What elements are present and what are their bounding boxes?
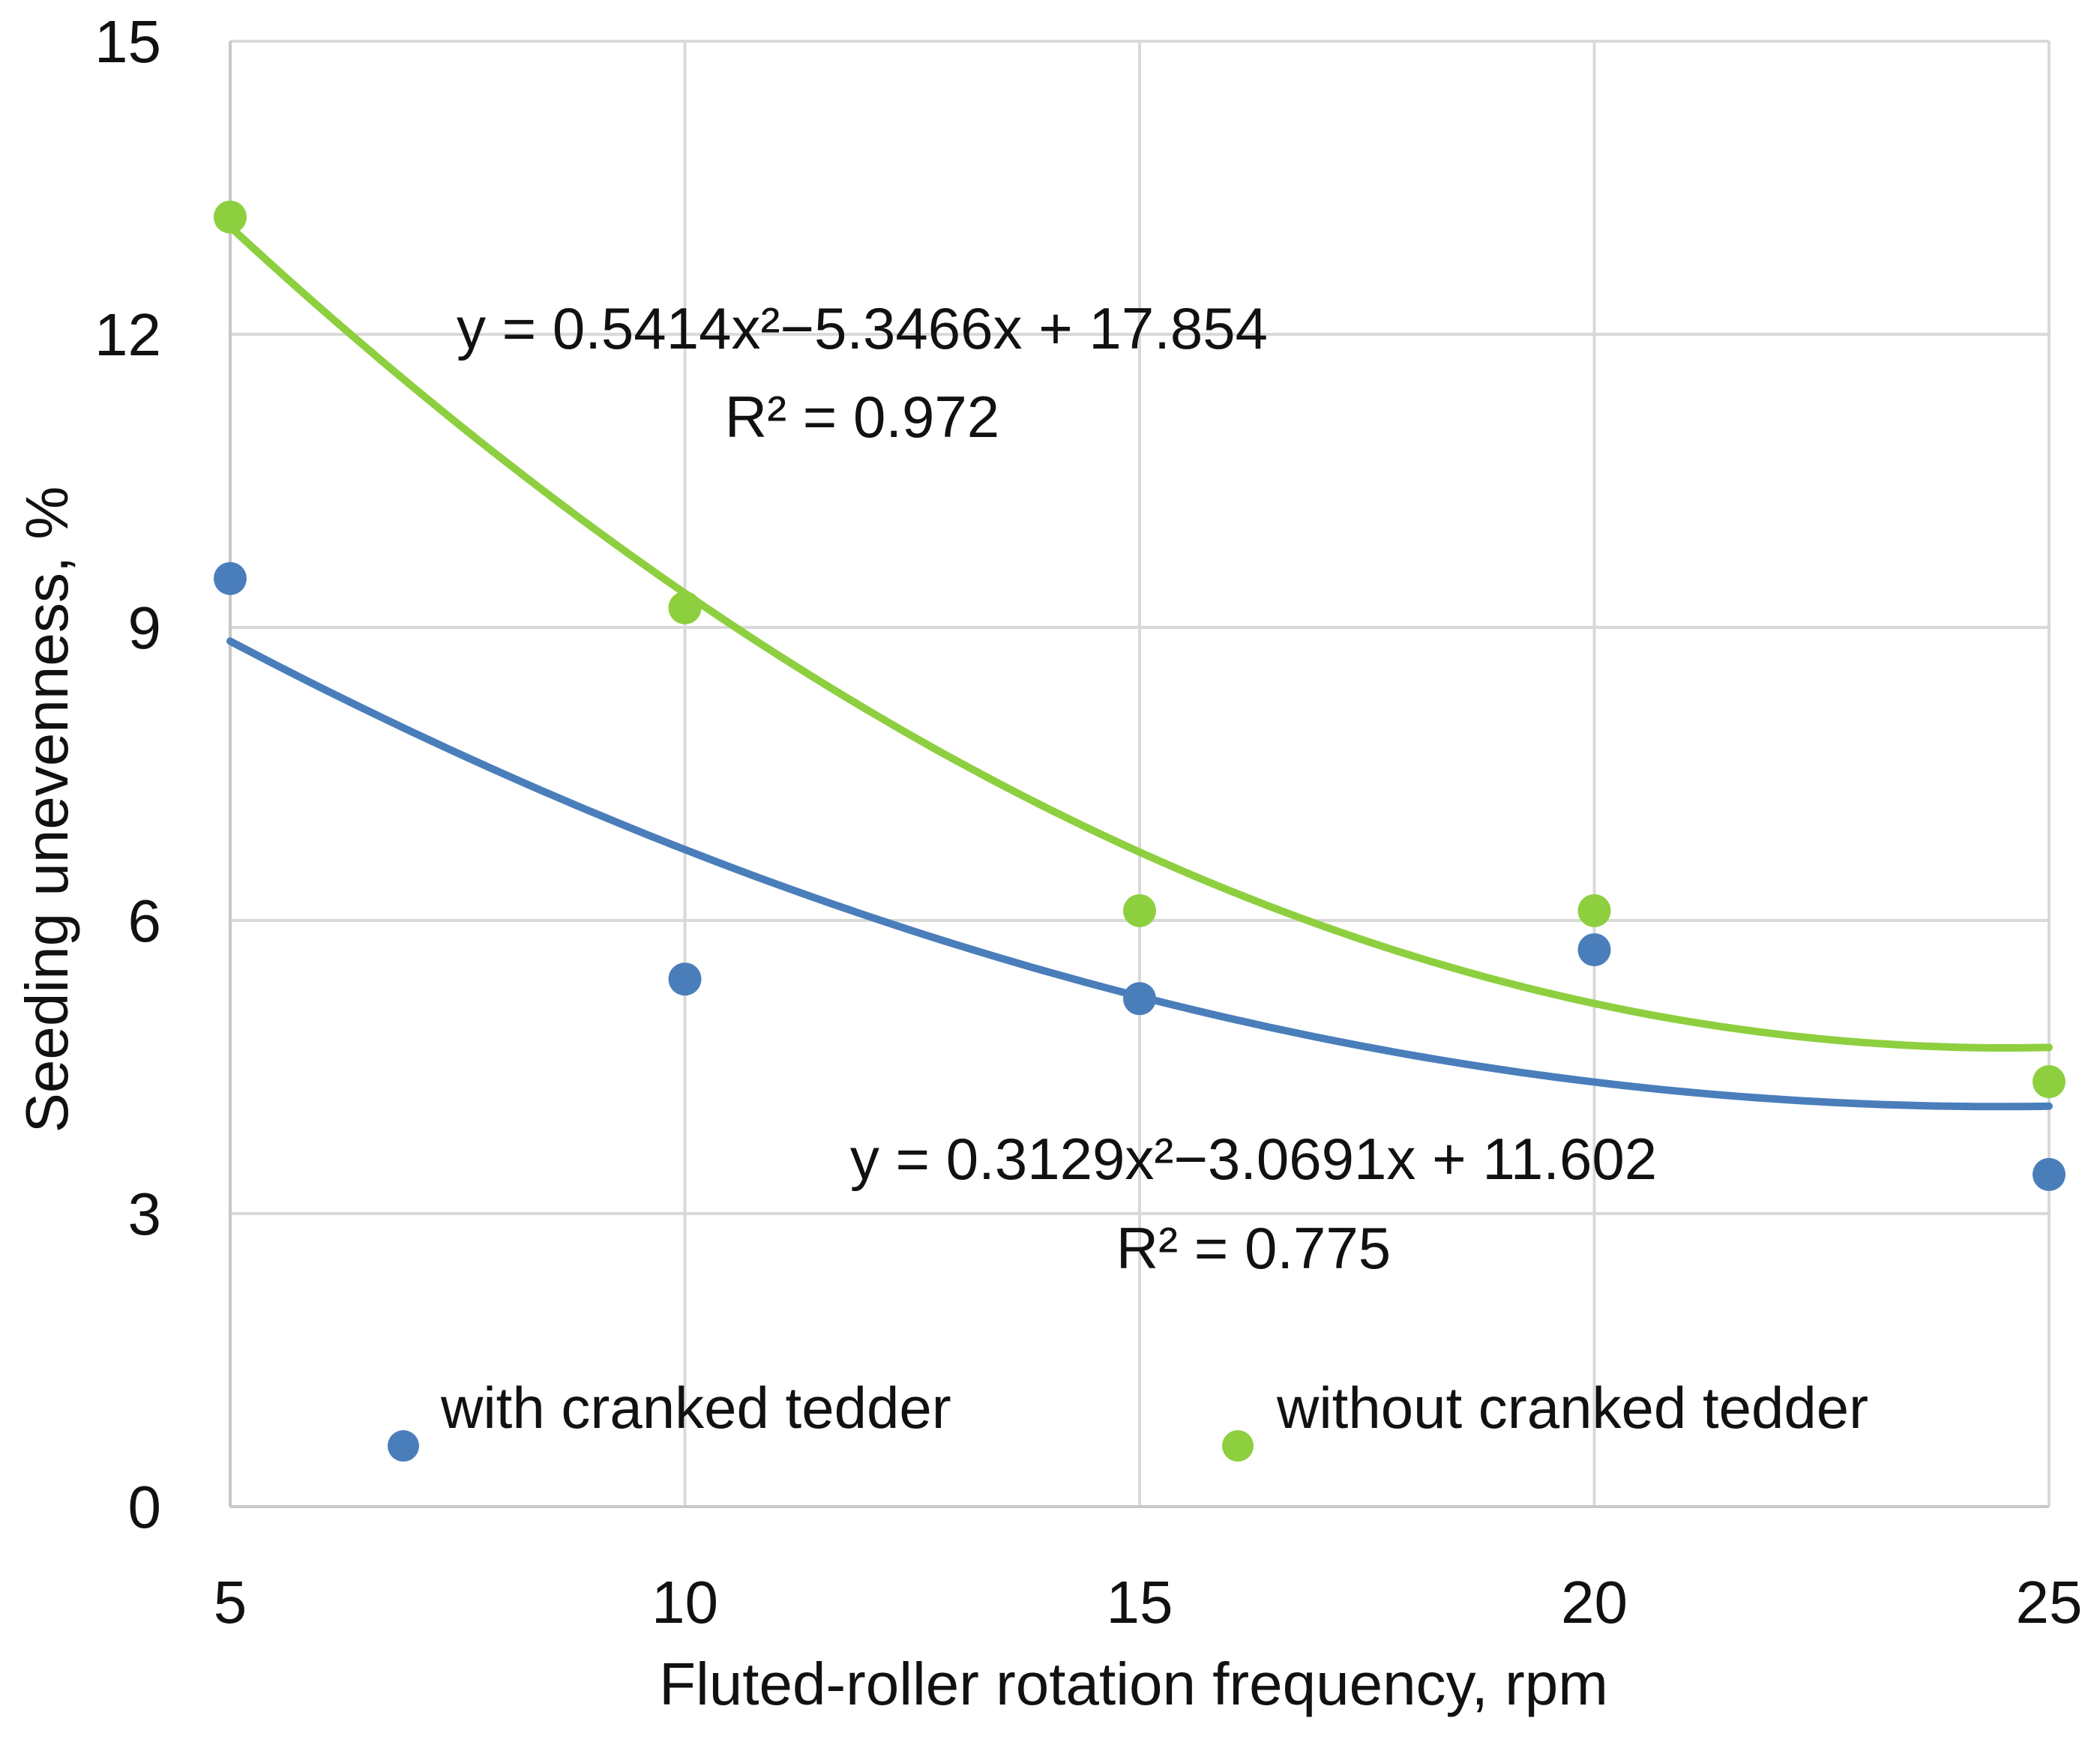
y-axis-title: Seeding unevenness, % — [13, 486, 80, 1133]
legend-marker-without — [1222, 1430, 1254, 1462]
y-tick-label-0: 0 — [128, 1474, 162, 1540]
legend: with cranked tedder without cranked tedd… — [388, 1375, 1868, 1462]
point-series0-2 — [1123, 982, 1156, 1016]
x-tick-label-15: 15 — [1107, 1569, 1173, 1636]
x-tick-label-5: 5 — [214, 1569, 247, 1636]
point-series1-1 — [668, 591, 702, 624]
trendline-r2-without: R² = 0.972 — [725, 384, 999, 450]
y-tick-label-6: 6 — [128, 887, 162, 954]
point-series0-3 — [1577, 933, 1611, 967]
y-tick-label-12: 12 — [94, 301, 161, 368]
point-series0-4 — [2033, 1157, 2066, 1191]
x-tick-label-20: 20 — [1561, 1569, 1628, 1636]
point-series1-3 — [1577, 893, 1611, 927]
point-series0-1 — [668, 962, 702, 996]
trendline-1 — [226, 223, 2053, 1052]
legend-label-with: with cranked tedder — [440, 1375, 951, 1441]
trendline-r2-with: R² = 0.775 — [1116, 1215, 1391, 1281]
point-series1-2 — [1123, 893, 1156, 927]
y-tick-labels: 0 3 6 9 12 15 — [94, 8, 161, 1540]
x-tick-label-25: 25 — [2016, 1569, 2083, 1636]
legend-marker-with — [388, 1430, 419, 1462]
point-series1-4 — [2033, 1065, 2066, 1099]
trendline-equation-without: y = 0.5414x²−5.3466x + 17.854 — [457, 295, 1268, 361]
axes — [229, 41, 2049, 1508]
y-tick-label-15: 15 — [94, 8, 161, 75]
x-gridlines — [683, 41, 2051, 1507]
x-tick-label-10: 10 — [652, 1569, 718, 1636]
point-series1-0 — [214, 200, 247, 234]
y-tick-label-9: 9 — [128, 594, 162, 661]
trendline-equation-with: y = 0.3129x²−3.0691x + 11.602 — [850, 1126, 1657, 1192]
data-points — [214, 200, 2066, 1191]
x-tick-labels: 5 10 15 20 25 — [214, 1569, 2083, 1636]
legend-label-without: without cranked tedder — [1276, 1375, 1868, 1441]
point-series0-0 — [214, 561, 247, 595]
x-axis-title: Fluted-roller rotation frequency, rpm — [659, 1651, 1608, 1717]
y-tick-label-3: 3 — [128, 1181, 162, 1247]
